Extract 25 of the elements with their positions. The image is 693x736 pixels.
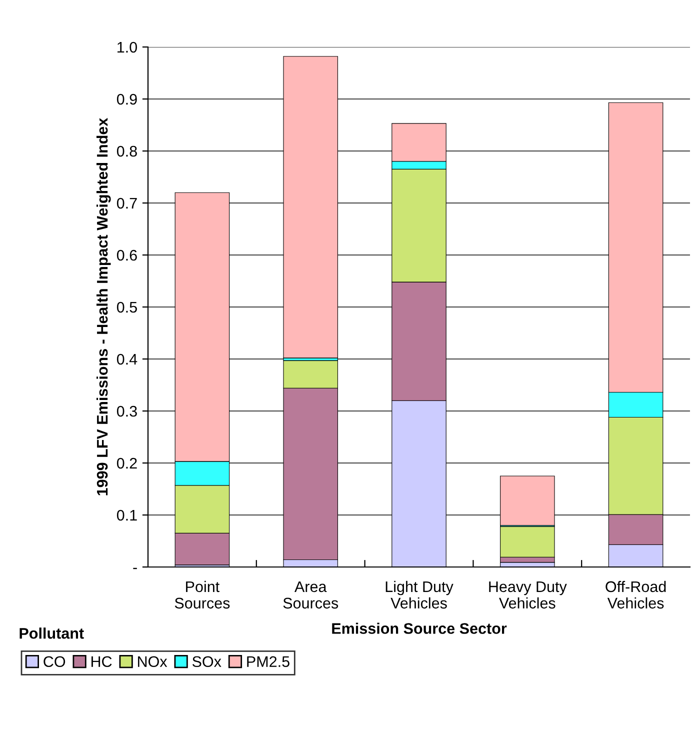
y-tick-label: 0.1	[116, 510, 137, 521]
y-tick-label: 0.5	[116, 302, 137, 313]
legend-label: CO	[44, 656, 66, 668]
y-tick-label: 0.8	[116, 146, 137, 157]
y-tick-label: 0.3	[116, 406, 137, 417]
y-tick-label: 0.4	[116, 354, 138, 365]
y-tick-label: 0.2	[116, 458, 137, 469]
y-axis-title: 1999 LFV Emissions - Health Impact Weighted Index	[96, 118, 111, 496]
legend-label: NOx	[138, 656, 168, 668]
y-tick-label: 1.0	[118, 42, 137, 53]
y-tick-label: -	[133, 568, 137, 570]
x-axis-title: Emission Source Sector	[332, 622, 507, 634]
legend-title: Pollutant	[20, 628, 84, 639]
x-tick-label: Point Sources	[174, 580, 230, 609]
y-tick-label: 0.9	[116, 94, 137, 105]
legend-label: SOx	[192, 656, 222, 668]
y-tick-label: 0.7	[116, 198, 137, 209]
y-tick-label: 0.6	[116, 250, 137, 261]
legend-label: HC	[92, 656, 112, 668]
bar	[283, 56, 338, 358]
x-tick-label: Off-Road Vehicles	[606, 580, 666, 609]
x-tick-label: Light Duty Vehicles	[386, 580, 454, 609]
x-tick-label: Area Sources	[283, 581, 338, 609]
legend-label: PM2.5	[247, 656, 290, 668]
x-tick-label: Heavy Duty Vehicles	[489, 581, 567, 609]
